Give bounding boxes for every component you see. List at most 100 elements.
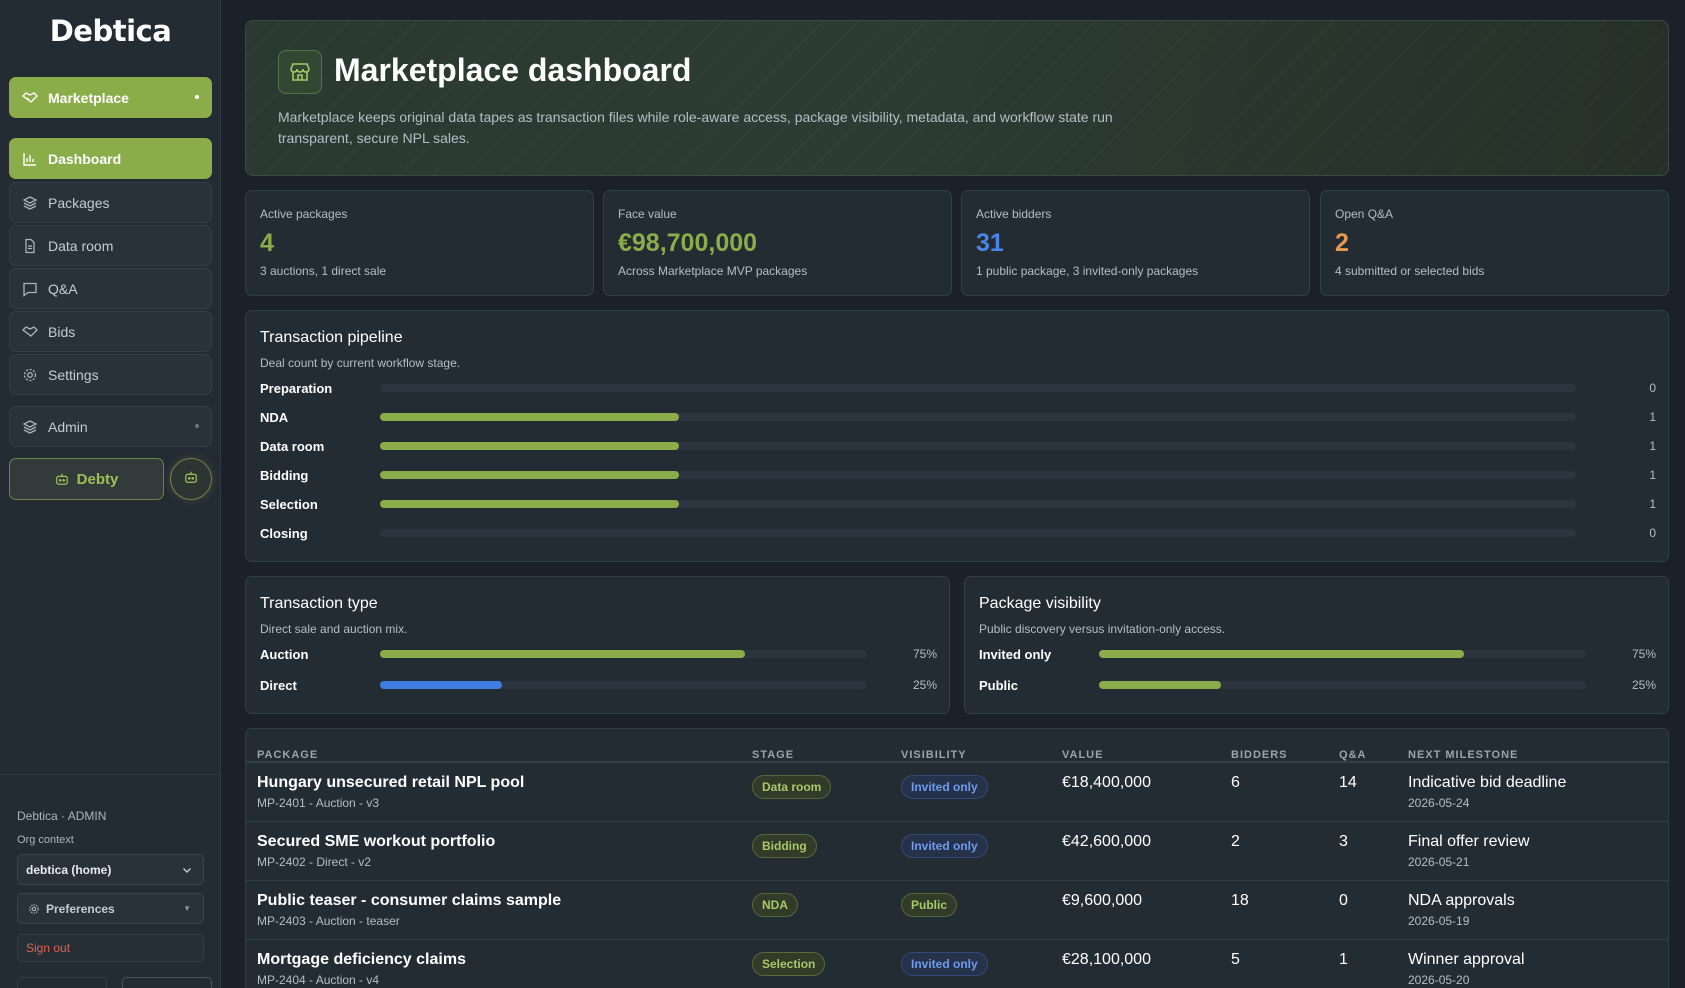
visibility-row: Invited only 75% bbox=[979, 645, 1656, 663]
chevron-down-icon bbox=[181, 864, 193, 879]
kpi-subtext: 3 auctions, 1 direct sale bbox=[260, 264, 387, 278]
page-header: Marketplace dashboard Marketplace keeps … bbox=[245, 20, 1669, 176]
stage-label: NDA bbox=[260, 409, 289, 425]
sign-out-label: Sign out bbox=[26, 941, 71, 955]
sidebar-item-admin[interactable]: Admin bbox=[9, 406, 212, 447]
sidebar-item-label: Admin bbox=[48, 418, 88, 435]
pipeline-stage-row: Bidding 1 bbox=[260, 466, 1656, 484]
package-value: €18,400,000 bbox=[1062, 774, 1151, 791]
debty-button[interactable]: Debty bbox=[9, 458, 164, 500]
visibility-row: Public 25% bbox=[979, 676, 1656, 694]
panel-subtitle: Deal count by current workflow stage. bbox=[260, 356, 461, 370]
caret-down-icon: ▼ bbox=[183, 904, 191, 913]
sidebar-item-label: Bids bbox=[48, 323, 76, 340]
table-row[interactable]: Mortgage deficiency claims MP-2404 - Auct… bbox=[246, 939, 1668, 988]
kpi-value: 2 bbox=[1335, 229, 1349, 257]
stage-bar-fill bbox=[380, 442, 679, 450]
table-header-divider bbox=[246, 761, 1668, 762]
sidebar-footer-button[interactable] bbox=[17, 977, 107, 988]
milestone-date: 2026-05-20 bbox=[1408, 973, 1470, 987]
sidebar-footer-button[interactable] bbox=[122, 977, 212, 988]
bar-track bbox=[380, 681, 867, 689]
gear-icon bbox=[28, 903, 40, 915]
sidebar-item-qa[interactable]: Q&A bbox=[9, 268, 212, 309]
table-row[interactable]: Hungary unsecured retail NPL pool MP-2401… bbox=[246, 762, 1668, 821]
bidders-count: 6 bbox=[1231, 774, 1240, 791]
package-name[interactable]: Public teaser - consumer claims sample bbox=[257, 892, 562, 909]
qa-count: 1 bbox=[1339, 951, 1348, 968]
stage-bar-track bbox=[380, 471, 1576, 479]
column-header-qa: Q&A bbox=[1339, 749, 1367, 761]
pipeline-stage-row: Selection 1 bbox=[260, 495, 1656, 513]
package-name[interactable]: Mortgage deficiency claims bbox=[257, 951, 466, 968]
stage-bar-fill bbox=[380, 413, 679, 421]
package-name[interactable]: Secured SME workout portfolio bbox=[257, 833, 496, 850]
pipeline-stage-row: Closing 0 bbox=[260, 524, 1656, 542]
kpi-subtext: 1 public package, 3 invited-only package… bbox=[976, 264, 1199, 278]
stage-badge: Data room bbox=[752, 775, 832, 799]
layers-icon bbox=[22, 195, 38, 211]
document-icon bbox=[22, 238, 38, 254]
pipeline-stage-row: NDA 1 bbox=[260, 408, 1656, 426]
kpi-card-open-qa: Open Q&A 2 4 submitted or selected bids bbox=[1320, 190, 1669, 296]
preferences-button[interactable]: Preferences ▼ bbox=[17, 893, 204, 924]
sidebar-item-settings[interactable]: Settings bbox=[9, 354, 212, 395]
transaction-type-row: Direct 25% bbox=[260, 676, 937, 694]
next-milestone: NDA approvals bbox=[1408, 892, 1515, 909]
org-context-select[interactable]: debtica (home) bbox=[17, 854, 204, 885]
transaction-pipeline-panel: Transaction pipeline Deal count by curre… bbox=[245, 310, 1669, 562]
bar-label: Auction bbox=[260, 646, 309, 662]
package-value: €9,600,000 bbox=[1062, 892, 1143, 909]
sidebar-item-label: Settings bbox=[48, 366, 99, 383]
dropdown-dot-icon bbox=[195, 95, 199, 99]
visibility-badge: Invited only bbox=[901, 775, 988, 799]
sign-out-button[interactable]: Sign out bbox=[17, 934, 204, 962]
next-milestone: Winner approval bbox=[1408, 951, 1525, 968]
sidebar-item-bids[interactable]: Bids bbox=[9, 311, 212, 352]
stage-label: Bidding bbox=[260, 467, 309, 483]
sidebar-item-packages[interactable]: Packages bbox=[9, 182, 212, 223]
stage-badge: Bidding bbox=[752, 834, 817, 858]
stage-bar-track bbox=[380, 384, 1576, 392]
column-header-value: VALUE bbox=[1062, 749, 1104, 761]
storefront-icon bbox=[278, 50, 322, 94]
kpi-value: 31 bbox=[976, 229, 1004, 257]
debty-assistant-button[interactable] bbox=[170, 458, 212, 500]
bar-label: Public bbox=[979, 677, 1019, 693]
marketplace-switcher-button[interactable]: Marketplace bbox=[9, 77, 212, 118]
org-context-value: debtica (home) bbox=[26, 862, 112, 877]
package-meta: MP-2403 - Auction - teaser bbox=[257, 914, 400, 928]
column-header-visibility: VISIBILITY bbox=[901, 749, 967, 761]
sidebar-item-label: Data room bbox=[48, 237, 114, 254]
table-row[interactable]: Public teaser - consumer claims sample MP… bbox=[246, 880, 1668, 939]
qa-count: 14 bbox=[1339, 774, 1357, 791]
bar-track bbox=[1099, 650, 1586, 658]
visibility-badge: Public bbox=[901, 893, 958, 917]
column-header-bidders: BIDDERS bbox=[1231, 749, 1288, 761]
qa-count: 0 bbox=[1339, 892, 1348, 909]
handshake-icon bbox=[22, 324, 38, 340]
bar-fill bbox=[1099, 650, 1465, 658]
package-name[interactable]: Hungary unsecured retail NPL pool bbox=[257, 774, 525, 791]
sidebar-item-dashboard[interactable]: Dashboard bbox=[9, 138, 212, 179]
bidders-count: 2 bbox=[1231, 833, 1240, 850]
package-value: €28,100,000 bbox=[1062, 951, 1151, 968]
table-row[interactable]: Secured SME workout portfolio MP-2402 - D… bbox=[246, 821, 1668, 880]
user-role-text: Debtica · ADMIN bbox=[17, 809, 107, 823]
package-value: €42,600,000 bbox=[1062, 833, 1151, 850]
milestone-date: 2026-05-21 bbox=[1408, 855, 1470, 869]
stage-count: 1 bbox=[1649, 497, 1656, 511]
bar-chart-icon bbox=[22, 151, 38, 167]
transaction-type-row: Auction 75% bbox=[260, 645, 937, 663]
kpi-subtext: 4 submitted or selected bids bbox=[1335, 264, 1485, 278]
stage-badge: NDA bbox=[752, 893, 798, 917]
bar-percent: 75% bbox=[912, 647, 937, 661]
kpi-label: Face value bbox=[618, 207, 677, 221]
stage-label: Selection bbox=[260, 496, 318, 512]
stage-label: Preparation bbox=[260, 380, 333, 396]
kpi-value: €98,700,000 bbox=[618, 229, 758, 257]
stage-badge: Selection bbox=[752, 952, 826, 976]
gear-icon bbox=[22, 367, 38, 383]
bar-percent: 75% bbox=[1631, 647, 1656, 661]
sidebar-item-data-room[interactable]: Data room bbox=[9, 225, 212, 266]
